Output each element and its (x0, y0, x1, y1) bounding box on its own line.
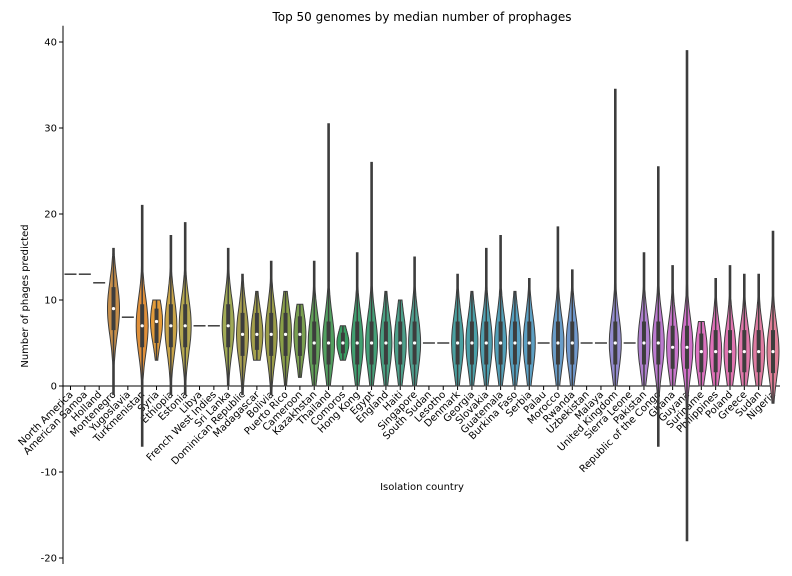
violin-median (742, 350, 746, 354)
violin-comoros (336, 325, 350, 361)
violin-median (369, 341, 374, 345)
violin-median (714, 350, 718, 354)
violin-median (685, 345, 689, 349)
violin-sri-lanka (221, 247, 235, 387)
violin-guatemala (494, 235, 508, 387)
violin-suriname (694, 321, 708, 387)
violin-median (771, 350, 775, 354)
violin-median (455, 341, 460, 345)
y-tick-label: -10 (41, 468, 57, 479)
violin-median (527, 341, 531, 345)
violin-median (341, 341, 345, 345)
violin-united-kingdom (608, 88, 622, 387)
y-tick-label: -20 (41, 554, 57, 565)
violin-median (326, 341, 331, 345)
violin-puerto-rico (279, 290, 293, 387)
violin-haiti (393, 299, 407, 387)
violin-montenegro (107, 247, 120, 396)
violin-median (255, 332, 259, 336)
violin-pakistan (637, 252, 651, 387)
violin-turkmenistan (135, 204, 149, 447)
y-tick-label: 0 (51, 382, 57, 393)
violin-georgia (465, 290, 479, 387)
violin-median (240, 332, 245, 336)
violin-bolivia (264, 260, 278, 396)
violin-median (384, 341, 388, 345)
violin-median (570, 341, 574, 345)
violin-median (656, 341, 660, 345)
violin-median (226, 324, 230, 328)
violin-median (699, 350, 703, 354)
violin-median (412, 341, 417, 345)
violin-median (470, 341, 474, 345)
violin-median (556, 341, 560, 345)
violin-nigeria (766, 230, 780, 404)
violin-kazakhstan (307, 260, 321, 387)
chart-title: Top 50 genomes by median number of proph… (271, 10, 571, 24)
violin-morocco (551, 226, 565, 387)
violin-sudan (752, 273, 766, 387)
violin-median (513, 341, 517, 345)
violin-median (183, 324, 187, 328)
violin-median (140, 324, 144, 328)
violin-median (154, 319, 159, 324)
y-tick-label: 40 (44, 38, 57, 49)
violin-median (728, 350, 732, 354)
y-tick-label: 20 (44, 210, 57, 221)
violin-cameroon (293, 303, 307, 378)
violin-median (398, 341, 402, 345)
violin-median (312, 341, 316, 345)
y-tick-label: 10 (44, 296, 57, 307)
violin-ethiopia (164, 235, 178, 396)
violin-slovakia (479, 247, 493, 387)
violin-median (642, 341, 646, 345)
violin-thailand (322, 123, 335, 387)
violin-syria (150, 299, 163, 361)
violin-singapore (408, 256, 422, 387)
violin-rwanda (565, 269, 579, 387)
violin-median (757, 350, 761, 354)
violin-median (169, 324, 173, 328)
violin-ghana (666, 265, 680, 387)
y-axis: -20 -10 0 10 20 30 40 (41, 25, 64, 565)
violin-poland (723, 265, 737, 387)
x-axis-label: Isolation country (380, 482, 464, 493)
violin-median (111, 307, 116, 311)
violin-hong-kong (350, 252, 364, 387)
violin-guyana (680, 50, 694, 542)
violin-england (379, 290, 393, 387)
violin-egypt (365, 161, 379, 387)
violins (64, 50, 780, 542)
violin-median (298, 332, 302, 336)
violin-median (355, 341, 359, 345)
y-tick-label: 30 (44, 124, 57, 135)
violin-greece (737, 273, 751, 387)
violin-burkina-faso (508, 290, 522, 387)
violin-median (269, 332, 273, 336)
violin-median (283, 332, 288, 336)
violin-median (484, 341, 488, 345)
violin-median (671, 345, 675, 349)
violin-serbia (522, 278, 536, 387)
violin-madagascar (250, 290, 264, 361)
violin-denmark (451, 273, 465, 387)
violin-median (499, 341, 503, 345)
violin-estonia (178, 222, 192, 396)
y-axis-label: Number of phages predicted (20, 224, 31, 367)
violin-dominican-republic (235, 273, 249, 396)
violin-median (613, 341, 617, 345)
violin-republic-of-the-congo (651, 166, 665, 447)
violin-philippines (709, 278, 723, 387)
